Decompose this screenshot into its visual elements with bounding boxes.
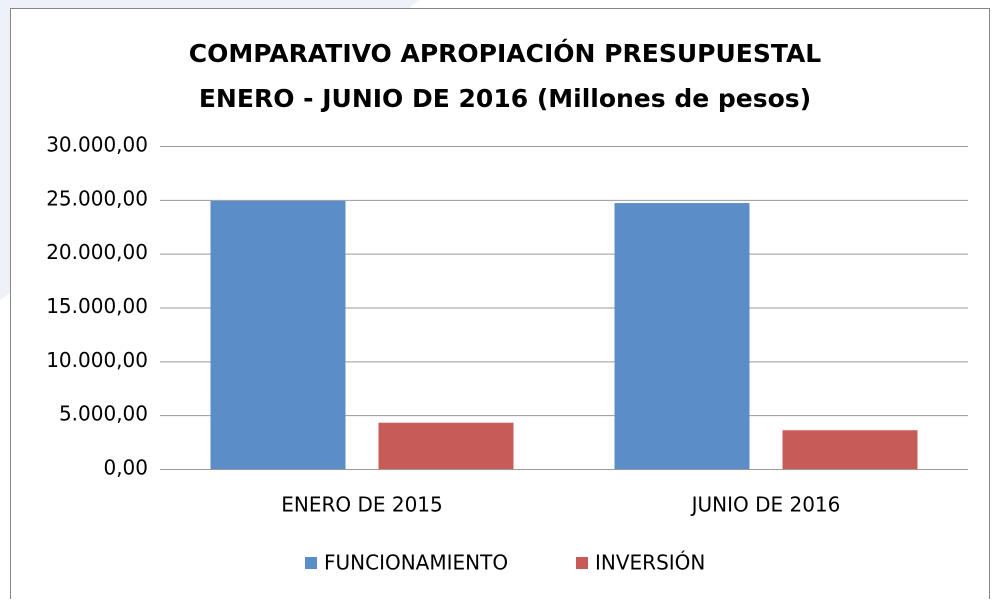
y-tick-label: 15.000,00 xyxy=(46,294,148,318)
legend-swatch xyxy=(305,557,317,569)
legend-label: INVERSIÓN xyxy=(595,551,705,575)
chart-frame xyxy=(10,8,990,603)
y-tick-label: 30.000,00 xyxy=(46,133,148,157)
bar xyxy=(378,422,514,469)
y-tick-label: 25.000,00 xyxy=(46,186,148,210)
bar xyxy=(614,203,750,469)
bar xyxy=(782,430,918,469)
y-tick-label: 10.000,00 xyxy=(46,348,148,372)
bar xyxy=(210,200,346,469)
y-tick-label: 0,00 xyxy=(103,456,148,480)
legend-label: FUNCIONAMIENTO xyxy=(324,551,508,575)
legend-swatch xyxy=(576,557,588,569)
chart-title: COMPARATIVO APROPIACIÓN PRESUPUESTAL xyxy=(189,38,822,68)
x-tick-label: ENERO DE 2015 xyxy=(281,493,443,517)
chart-title: ENERO - JUNIO DE 2016 (Millones de pesos… xyxy=(199,84,811,113)
x-tick-label: JUNIO DE 2016 xyxy=(690,493,841,517)
y-tick-label: 5.000,00 xyxy=(59,402,148,426)
y-tick-label: 20.000,00 xyxy=(46,240,148,264)
